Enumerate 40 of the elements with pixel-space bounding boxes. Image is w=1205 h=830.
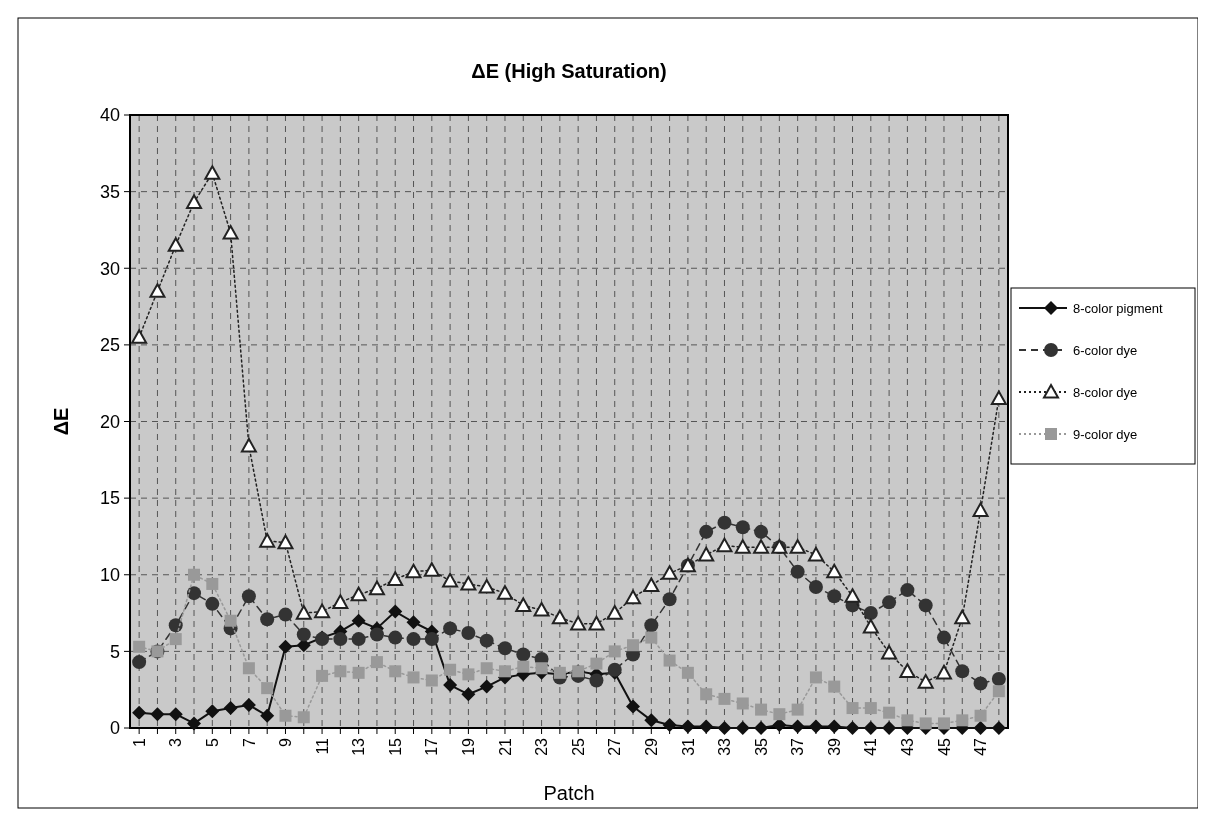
x-tick-label: 47 xyxy=(972,737,990,756)
x-tick-label: 45 xyxy=(935,737,953,756)
x-tick-label: 27 xyxy=(606,737,624,756)
x-tick-label: 23 xyxy=(533,737,551,756)
legend-label: 8-color pigment xyxy=(1073,300,1163,316)
x-tick-label: 7 xyxy=(240,737,258,747)
x-tick-label: 33 xyxy=(716,737,734,756)
legend-label: 6-color dye xyxy=(1073,342,1138,358)
x-tick-label: 25 xyxy=(569,737,587,756)
x-tick-label: 29 xyxy=(642,737,660,756)
x-tick-label: 19 xyxy=(460,737,477,756)
x-tick-label: 35 xyxy=(752,737,770,756)
chart-title: ΔE (High Saturation) xyxy=(471,60,667,82)
x-tick-label: 15 xyxy=(386,737,404,756)
y-tick-label: 30 xyxy=(99,258,120,279)
x-tick-label: 41 xyxy=(862,737,880,756)
legend-label: 9-color dye xyxy=(1073,426,1138,442)
x-tick-label: 31 xyxy=(679,737,697,756)
y-tick-label: 10 xyxy=(99,565,120,586)
y-tick-label: 0 xyxy=(109,718,120,739)
y-tick-label: 5 xyxy=(109,641,120,662)
x-axis-title: Patch xyxy=(543,782,595,804)
y-tick-label: 25 xyxy=(99,335,120,356)
x-tick-label: 5 xyxy=(203,737,221,747)
y-axis-title: ΔE xyxy=(50,407,72,436)
x-tick-label: 11 xyxy=(313,737,331,755)
x-tick-label: 9 xyxy=(277,737,295,747)
y-tick-label: 35 xyxy=(99,181,120,202)
legend-label: 8-color dye xyxy=(1073,384,1138,400)
x-tick-label: 21 xyxy=(496,737,514,756)
y-tick-label: 40 xyxy=(99,105,120,126)
x-tick-label: 43 xyxy=(899,737,916,756)
x-tick-label: 39 xyxy=(825,737,843,756)
y-tick-label: 15 xyxy=(99,488,120,509)
x-tick-label: 13 xyxy=(350,737,368,756)
y-tick-label: 20 xyxy=(99,411,120,432)
x-tick-label: 17 xyxy=(423,737,441,756)
x-tick-label: 3 xyxy=(167,737,185,747)
x-tick-label: 37 xyxy=(789,737,807,756)
x-tick-label: 1 xyxy=(130,737,148,747)
